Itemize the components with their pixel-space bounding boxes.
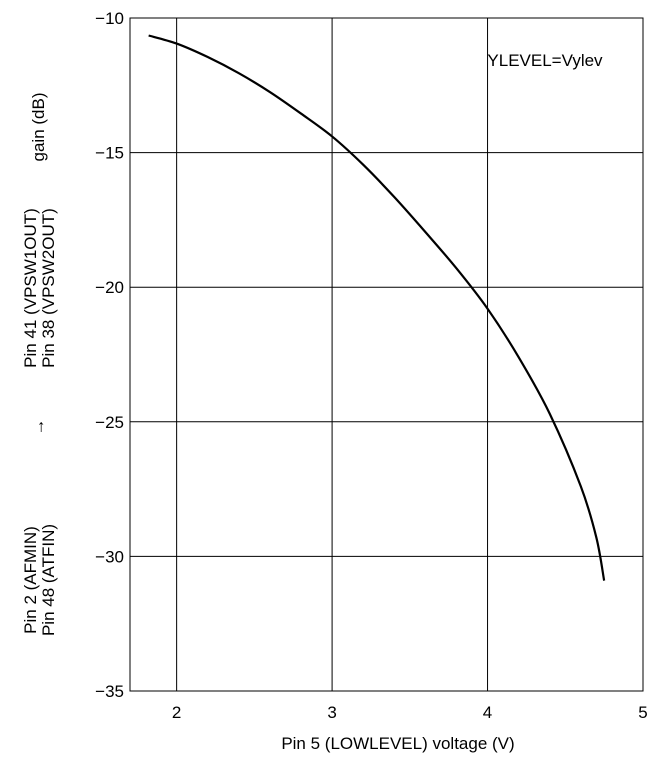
y-axis-label-arrow: → xyxy=(29,419,48,436)
x-tick-label: 4 xyxy=(483,703,492,722)
x-axis-label: Pin 5 (LOWLEVEL) voltage (V) xyxy=(281,734,514,753)
y-axis-label-line2-left: Pin 48 (ATFIN) xyxy=(39,524,58,636)
series-layer xyxy=(148,34,606,581)
annotation-label: YLEVEL=Vylev xyxy=(487,51,603,70)
y-tick-labels: −10 −15 −20 −25 −30 −35 xyxy=(95,9,124,701)
y-axis-label-line2-right: Pin 38 (VPSW2OUT) xyxy=(39,208,58,368)
x-tick-label: 2 xyxy=(172,703,181,722)
y-tick-label: −30 xyxy=(95,547,124,566)
plot-frame xyxy=(129,17,644,692)
x-tick-label: 5 xyxy=(638,703,647,722)
x-tick-label: 3 xyxy=(327,703,336,722)
y-tick-label: −35 xyxy=(95,682,124,701)
y-axis-label-unit: gain (dB) xyxy=(29,93,48,162)
y-tick-label: −15 xyxy=(95,144,124,163)
series-line-0 xyxy=(148,34,606,581)
y-tick-label: −10 xyxy=(95,9,124,28)
grid xyxy=(130,17,644,692)
y-axis-label: Pin 2 (AFMIN) Pin 48 (ATFIN) → Pin 41 (V… xyxy=(21,93,58,637)
y-axis-label-line1-left: Pin 2 (AFMIN) xyxy=(21,526,40,634)
y-tick-label: −20 xyxy=(95,278,124,297)
x-tick-labels: 2 3 4 5 xyxy=(172,703,648,722)
y-tick-label: −25 xyxy=(95,413,124,432)
y-axis-label-line1-right: Pin 41 (VPSW1OUT) xyxy=(21,208,40,368)
